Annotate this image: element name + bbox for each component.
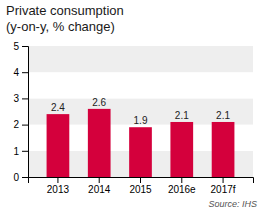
y-tick-mark	[22, 125, 28, 126]
x-tick: 2014	[88, 177, 111, 195]
bar	[88, 109, 111, 177]
x-tick-mark	[99, 177, 100, 183]
y-tick-label: 4	[13, 67, 19, 78]
y-tick-mark	[22, 151, 28, 152]
y-tick-label: 1	[13, 146, 19, 157]
x-tick: 2016e	[168, 177, 196, 195]
x-tick-mark	[140, 177, 141, 183]
y-tick: 4	[13, 67, 28, 78]
y-tick: 5	[13, 41, 28, 52]
x-tick-label: 2014	[88, 184, 111, 195]
y-tick-label: 0	[13, 172, 19, 183]
x-tick-label: 2015	[129, 184, 152, 195]
source-note: Source: IHS	[208, 199, 257, 209]
data-label: 1.9	[134, 115, 148, 126]
y-tick: 0	[13, 172, 28, 183]
y-tick-label: 3	[13, 93, 19, 104]
y-tick: 2	[13, 119, 28, 130]
x-axis: 2013 2014 2015 2016e 2017f	[29, 177, 254, 195]
x-tick-mark	[57, 177, 58, 183]
y-tick-label: 5	[13, 41, 19, 52]
data-label: 2.6	[92, 97, 106, 108]
y-tick: 1	[13, 146, 28, 157]
bar	[129, 127, 152, 177]
grid-band	[28, 46, 253, 72]
y-tick-label: 2	[13, 119, 19, 130]
y-tick-mark	[22, 46, 28, 47]
x-tick: 2017f	[211, 177, 236, 195]
x-tick-label: 2016e	[168, 184, 196, 195]
grid	[28, 46, 253, 177]
bar	[47, 114, 70, 177]
bars	[47, 109, 235, 177]
y-tick-mark	[22, 98, 28, 99]
y-tick-mark	[22, 177, 28, 178]
data-labels: 2.4 2.6 1.9 2.1 2.1	[51, 97, 230, 126]
x-tick-mark	[223, 177, 224, 183]
data-label: 2.1	[175, 110, 189, 121]
chart: Private consumption(y-on-y, % change) 2.4…	[0, 0, 261, 211]
bar	[212, 122, 235, 177]
data-label: 2.4	[51, 102, 65, 113]
y-axis-line	[22, 47, 29, 178]
title: Private consumption	[6, 3, 124, 18]
subtitle: (y-on-y, % change)	[6, 19, 115, 34]
x-tick: 2015	[129, 177, 152, 195]
x-tick-label: 2013	[47, 184, 70, 195]
data-label: 2.1	[216, 110, 230, 121]
x-tick: 2013	[47, 177, 70, 195]
y-axis: 0 1 2 3 4 5	[13, 41, 28, 183]
y-tick-mark	[22, 72, 28, 73]
plot: 2.4 2.6 1.9 2.1 2.1 2013 2014 2015 2016e 2017f 0 1 2…	[13, 41, 253, 195]
grid-band	[28, 72, 253, 98]
bar	[170, 122, 193, 177]
x-axis-line	[29, 178, 254, 184]
x-tick-label: 2017f	[211, 184, 236, 195]
x-tick-mark	[181, 177, 182, 183]
y-tick: 3	[13, 93, 28, 104]
